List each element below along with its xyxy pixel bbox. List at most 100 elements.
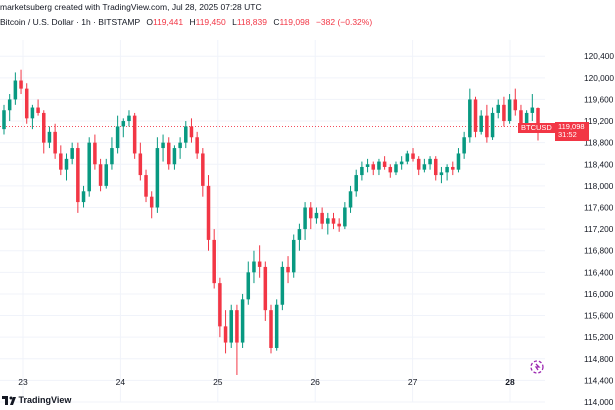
candle-body (93, 142, 97, 165)
candle-body (536, 108, 540, 127)
y-tick-label: 119,200 (584, 116, 614, 126)
candle-body (223, 326, 228, 343)
candle (286, 256, 290, 284)
candle (206, 175, 211, 251)
candle-body (371, 164, 376, 170)
candle (93, 134, 97, 170)
candle-body (184, 126, 188, 143)
candle (223, 310, 228, 354)
price-tag-price: 119,098 (558, 121, 585, 131)
candle-body (121, 121, 126, 127)
candle (110, 137, 114, 170)
candle-body (416, 158, 421, 170)
candle-body (354, 175, 358, 192)
candle (53, 123, 57, 159)
symbol-line: Bitcoin / U.S. Dollar · 1h · BITSTAMP O1… (0, 17, 372, 27)
candle (388, 164, 393, 178)
candle-body (201, 153, 205, 186)
candle-body (326, 218, 330, 224)
candle (201, 148, 205, 197)
candle (337, 218, 341, 232)
candle (530, 94, 535, 122)
replay-icon[interactable] (530, 360, 544, 374)
candle-body (399, 161, 404, 165)
candle (7, 94, 12, 122)
candle-body (365, 164, 370, 167)
candle (468, 88, 472, 143)
candle-body (513, 99, 518, 111)
candle (280, 261, 285, 311)
candle (149, 191, 154, 219)
candle (433, 156, 438, 181)
candle (240, 293, 245, 348)
candle-body (394, 164, 398, 173)
candle-body (70, 148, 74, 159)
candle (513, 88, 518, 116)
symbol-label: Bitcoin / U.S. Dollar · 1h · BITSTAMP (0, 17, 140, 27)
candle (2, 104, 6, 135)
candle-body (30, 107, 35, 119)
candle-body (42, 112, 46, 143)
tradingview-brand: TradingView (0, 395, 71, 406)
candle (371, 161, 376, 176)
candle (496, 99, 500, 119)
candle-body (382, 161, 387, 167)
candle-body (47, 131, 52, 143)
candle-body (206, 185, 211, 240)
candle (309, 202, 313, 230)
candle-body (291, 239, 296, 273)
candle-body (178, 142, 182, 149)
chart-credit: marketsuberg created with TradingView.co… (0, 2, 262, 12)
candle (326, 212, 330, 235)
candle-body (246, 272, 251, 300)
candle-body (485, 115, 489, 138)
y-tick-label: 115,200 (584, 332, 614, 342)
candle-body (166, 142, 171, 165)
x-tick-label: 24 (116, 377, 126, 387)
candle (456, 148, 461, 173)
candle-body (519, 110, 523, 127)
candle-body (468, 99, 472, 138)
candle (172, 145, 177, 170)
candle-body (411, 153, 415, 159)
candle-body (81, 191, 86, 203)
candle (314, 207, 319, 224)
candle-body (235, 310, 239, 343)
y-axis: 120,400 120,000 119,600 119,200 118,800 118,4… (584, 51, 614, 407)
candle-body (76, 148, 80, 203)
grid (0, 40, 545, 403)
candle (115, 115, 120, 154)
candle-body (473, 99, 478, 132)
change-value: −382 (−0.32%) (315, 17, 373, 27)
candle (155, 137, 160, 213)
candle-body (445, 166, 449, 173)
candle-body (280, 266, 285, 305)
candle (269, 304, 273, 354)
x-tick-label: 23 (18, 377, 28, 387)
candle-body (36, 107, 40, 113)
candle (485, 104, 489, 143)
candle (81, 185, 86, 208)
candle (104, 158, 109, 189)
candle (462, 131, 466, 159)
candle-body (144, 175, 148, 197)
candle (411, 148, 415, 162)
close-value: 119,098 (279, 17, 310, 27)
candle-body (7, 99, 12, 111)
candle (138, 142, 143, 181)
candle-body (496, 104, 500, 113)
candle (303, 202, 307, 240)
candle (473, 96, 478, 138)
candle-body (2, 110, 6, 130)
candle (428, 156, 432, 170)
candle (59, 145, 63, 176)
candle (394, 161, 398, 176)
candle (479, 110, 483, 135)
candle-body (149, 196, 154, 208)
y-tick-label: 115,600 (584, 311, 614, 321)
x-tick-label: 26 (310, 377, 320, 387)
y-tick-label: 116,000 (584, 289, 614, 299)
candle-body (110, 148, 114, 165)
candle-body (377, 161, 381, 170)
